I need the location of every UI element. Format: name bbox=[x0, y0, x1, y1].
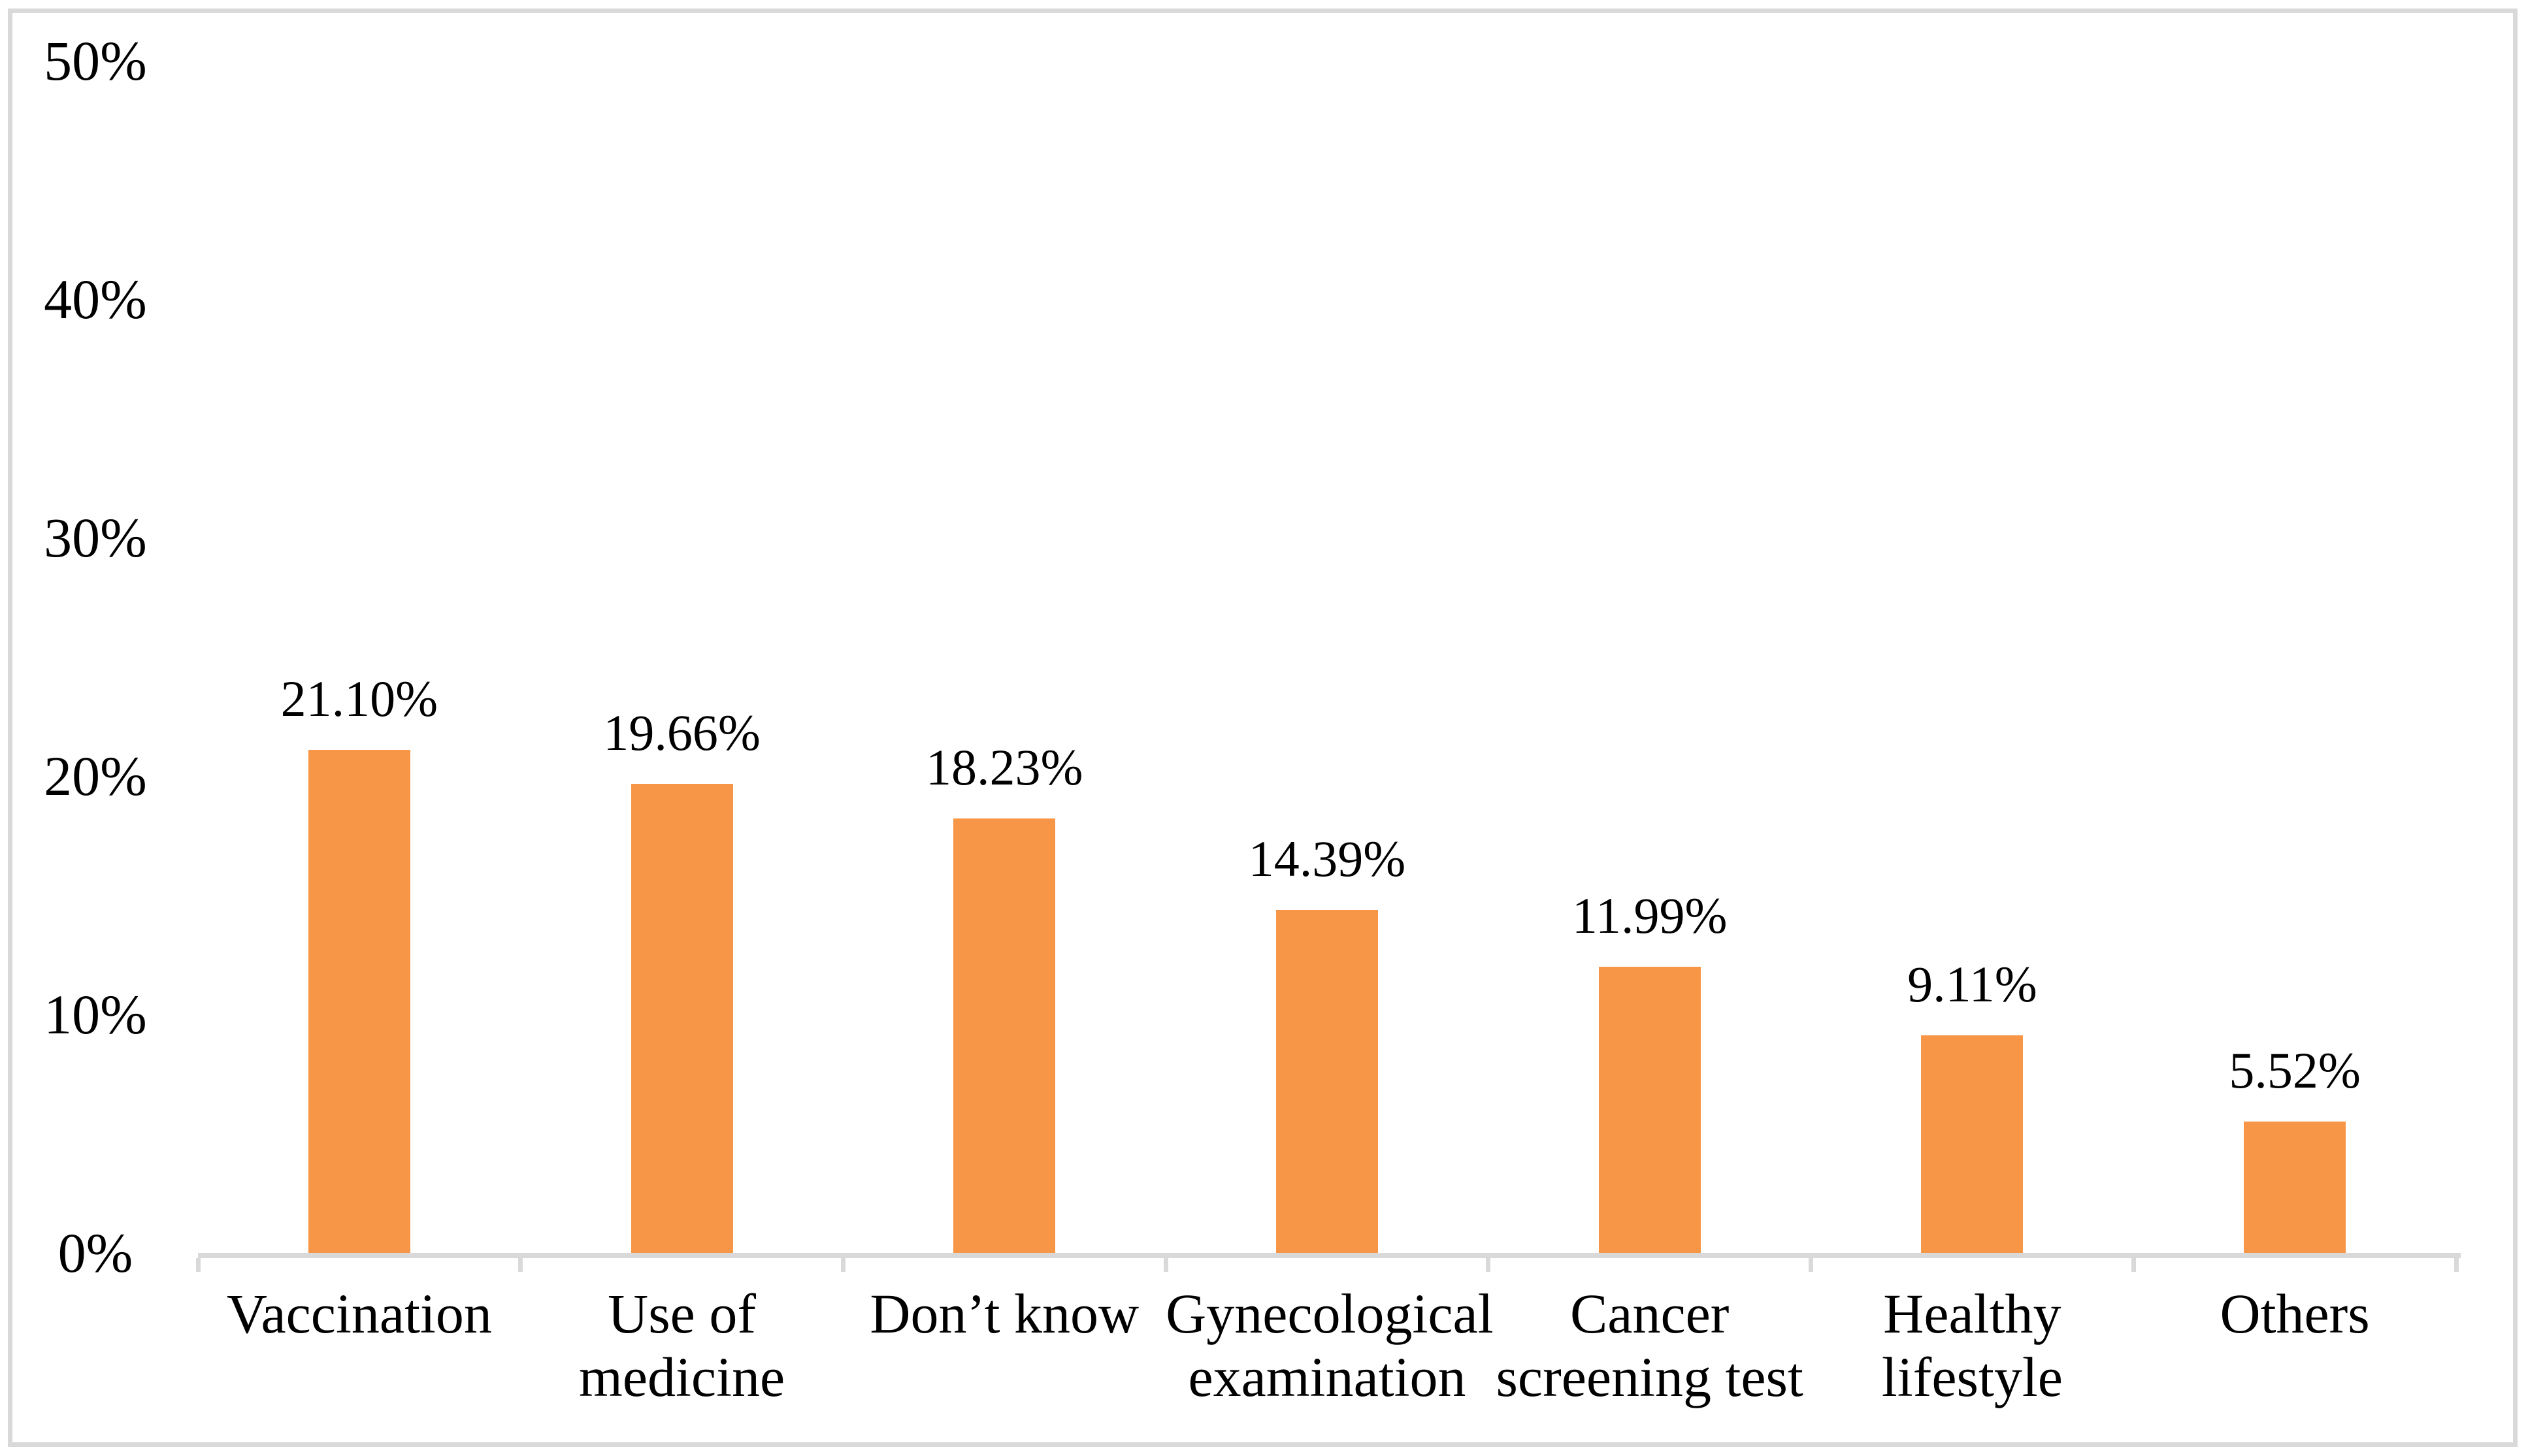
data-label-cancer-screening-test: 11.99% bbox=[1571, 887, 1728, 945]
x-axis-label-don-t-know: Don’t know bbox=[843, 1282, 1166, 1346]
x-axis-tick bbox=[1809, 1258, 1814, 1272]
data-label-gynecological-examination: 14.39% bbox=[1248, 830, 1406, 887]
chart-figure: 0% 10% 20% 30% 40% 50% 21.10% 19.66% 18.23% 14.3… bbox=[8, 8, 2518, 1447]
x-axis-tick bbox=[518, 1258, 523, 1272]
plot-area: 21.10% 19.66% 18.23% 14.39% 11.99% 9.11% 5.52%… bbox=[195, 61, 2461, 1408]
y-axis-tick-label-40: 40% bbox=[44, 268, 147, 331]
bar-gynecological-examination bbox=[1276, 909, 1378, 1253]
data-label-use-of-medicine: 19.66% bbox=[603, 704, 761, 762]
x-axis-label-gynecological-examination: Gynecological examination bbox=[1166, 1282, 1494, 1409]
x-axis-label-line: Don’t know bbox=[870, 1282, 1140, 1345]
x-axis-line bbox=[198, 1253, 2461, 1258]
x-axis-label-others: Others bbox=[2133, 1282, 2456, 1346]
chart-canvas: 0% 10% 20% 30% 40% 50% 21.10% 19.66% 18.23% 14.3… bbox=[12, 13, 2513, 1442]
x-axis-label-line: Gynecological bbox=[1166, 1282, 1494, 1345]
x-axis-label-healthy-lifestyle: Healthy lifestyle bbox=[1811, 1282, 2134, 1409]
y-axis-tick-label-50: 50% bbox=[44, 29, 147, 92]
x-axis-label-line: screening test bbox=[1496, 1346, 1803, 1408]
data-label-vaccination: 21.10% bbox=[280, 670, 438, 727]
y-axis-tick-label-10: 10% bbox=[44, 983, 147, 1046]
y-axis-tick-label-30: 30% bbox=[44, 506, 147, 569]
x-axis-label-line: lifestyle bbox=[1881, 1346, 2063, 1408]
x-axis-label-line: medicine bbox=[578, 1346, 785, 1408]
x-axis-tick bbox=[2131, 1258, 2136, 1272]
bar-cancer-screening-test bbox=[1598, 967, 1701, 1253]
x-axis-label-line: Cancer bbox=[1569, 1282, 1730, 1345]
x-axis-label-line: Others bbox=[2220, 1282, 2370, 1345]
x-axis-tick bbox=[840, 1258, 845, 1272]
data-label-don-t-know: 18.23% bbox=[926, 738, 1083, 796]
x-axis-tick bbox=[1163, 1258, 1168, 1272]
data-label-others: 5.52% bbox=[2229, 1041, 2361, 1099]
x-axis-label-line: examination bbox=[1188, 1346, 1466, 1408]
x-axis-tick bbox=[2454, 1258, 2459, 1272]
x-axis-label-vaccination: Vaccination bbox=[198, 1282, 521, 1346]
x-axis-label-use-of-medicine: Use of medicine bbox=[521, 1282, 844, 1409]
x-axis-label-cancer-screening-test: Cancer screening test bbox=[1488, 1282, 1811, 1409]
x-axis-tick bbox=[1486, 1258, 1491, 1272]
data-label-healthy-lifestyle: 9.11% bbox=[1907, 956, 2037, 1013]
x-axis-label-line: Use of bbox=[608, 1282, 756, 1345]
bar-healthy-lifestyle bbox=[1921, 1035, 2024, 1253]
y-axis-tick-label-20: 20% bbox=[44, 745, 147, 807]
bar-use-of-medicine bbox=[631, 784, 733, 1253]
x-axis-label-line: Healthy bbox=[1883, 1282, 2061, 1345]
bar-others bbox=[2244, 1121, 2346, 1253]
bar-don-t-know bbox=[953, 818, 1056, 1253]
y-axis-tick-label-0: 0% bbox=[57, 1221, 133, 1284]
x-axis-label-line: Vaccination bbox=[226, 1282, 492, 1345]
x-axis-tick bbox=[195, 1258, 201, 1272]
bar-vaccination bbox=[308, 749, 410, 1253]
